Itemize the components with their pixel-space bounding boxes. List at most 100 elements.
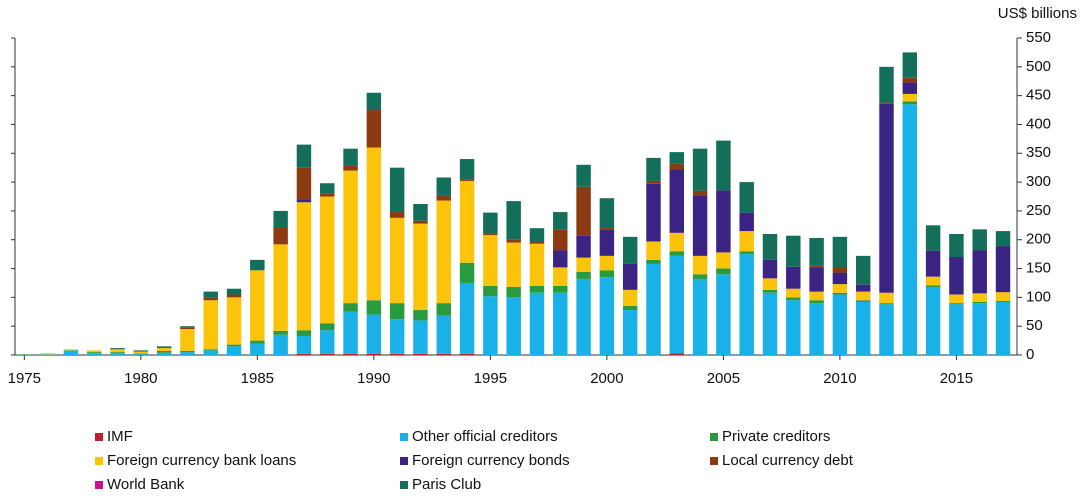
bar-segment [855, 255, 871, 285]
x-tick-label: 1985 [241, 370, 274, 387]
bar-segment [156, 348, 172, 351]
x-tick-label: 2015 [940, 370, 973, 387]
bar-segment [483, 233, 498, 236]
bar-segment [832, 236, 848, 268]
bar-segment [646, 183, 661, 242]
bar-segment [180, 327, 195, 330]
bar-segment [669, 152, 685, 164]
bar-segment [180, 350, 195, 353]
bar-segment [739, 182, 754, 213]
x-tick-label: 1990 [357, 370, 390, 387]
bar-segment [529, 292, 545, 355]
bar-segment [110, 353, 125, 355]
bar-segment [925, 250, 941, 277]
bar-segment [599, 270, 615, 278]
bar-segment [40, 353, 55, 355]
bar-segment [809, 291, 824, 301]
bar-segment [110, 349, 125, 353]
bar-segment [692, 255, 708, 275]
bar-segment [320, 330, 335, 354]
bar-segment [226, 344, 242, 347]
bar-segment [366, 353, 382, 355]
bar-segment [63, 350, 79, 355]
x-tick-label: 2010 [823, 370, 856, 387]
bar-segment [413, 223, 428, 311]
bar-segment [669, 232, 685, 252]
bar-segment [320, 353, 335, 355]
bar-segment [832, 267, 848, 273]
bar-segment [459, 353, 475, 355]
y-tick-label: 50 [1026, 317, 1043, 334]
bar-segment [832, 272, 848, 285]
bar-segment [692, 274, 708, 279]
y-tick-label: 150 [1026, 260, 1051, 277]
legend-swatch [95, 457, 103, 465]
bar-segment [762, 292, 778, 355]
legend-label: Local currency debt [722, 452, 854, 469]
bar-segment [413, 310, 428, 321]
legend-label: Paris Club [412, 476, 481, 493]
bar-segment [133, 353, 149, 355]
bar-segment [622, 263, 638, 290]
bar-segment [366, 92, 382, 111]
bar-segment [949, 233, 964, 258]
bar-segment [576, 186, 591, 236]
bar-segment [156, 352, 172, 355]
bar-segment [483, 212, 498, 234]
bar-segment [553, 250, 568, 268]
y-tick-label: 400 [1026, 115, 1051, 132]
bar-segment [273, 210, 288, 228]
bar-segment [296, 167, 312, 200]
bar-segment [949, 257, 964, 295]
bar-segment [366, 314, 382, 354]
bar-segment [716, 140, 731, 191]
bar-segment [529, 285, 545, 293]
legend-swatch [95, 481, 103, 489]
bar-segment [226, 346, 242, 355]
bar-segment [692, 278, 708, 355]
bar-segment [110, 352, 125, 354]
bar-segment [972, 293, 987, 302]
bar-segment [553, 212, 568, 230]
bar-segment [809, 265, 824, 268]
bar-segment [599, 277, 615, 355]
bar-segment [413, 353, 428, 355]
legend-label: Other official creditors [412, 428, 558, 445]
bar-segment [529, 228, 545, 243]
bar-segment [413, 203, 428, 221]
bar-segment [692, 148, 708, 191]
bar-segment [180, 329, 195, 351]
bar-segment [669, 353, 685, 355]
bar-segment [879, 292, 894, 304]
bar-segment [436, 303, 451, 316]
bar-segment [320, 323, 335, 331]
bar-segment [389, 167, 405, 213]
bar-segment [296, 202, 312, 331]
bar-segment [855, 301, 871, 355]
bar-segment [622, 310, 638, 355]
bar-segment [809, 267, 824, 292]
x-tick-label: 1975 [8, 370, 41, 387]
y-axis-label: US$ billions [998, 5, 1077, 22]
bar-segment [320, 196, 335, 324]
bar-segment [250, 259, 265, 271]
bar-segment [366, 300, 382, 315]
bar-segment [553, 229, 568, 251]
bar-segment [203, 297, 218, 301]
bar-segment [459, 159, 475, 180]
y-tick-label: 0 [1026, 346, 1034, 363]
bar-segment [459, 180, 475, 263]
bar-segment [483, 296, 498, 355]
x-tick-label: 1995 [474, 370, 507, 387]
bar-segment [180, 352, 195, 355]
bar-segment [622, 289, 638, 307]
bar-segment [436, 195, 451, 201]
bar-segment [343, 165, 358, 171]
bar-segment [786, 288, 801, 298]
bar-segment [809, 300, 824, 304]
bar-segment [669, 255, 685, 354]
bar-segment [739, 212, 754, 232]
legend-label: World Bank [107, 476, 185, 493]
bar-segment [786, 235, 801, 267]
